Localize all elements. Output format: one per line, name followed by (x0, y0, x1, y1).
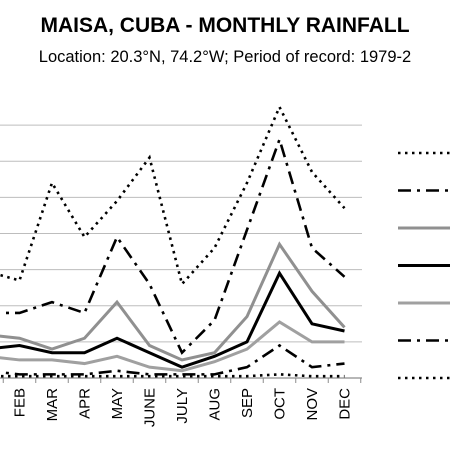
series-line-1 (0, 103, 346, 287)
legend (398, 151, 450, 380)
series-lines (0, 103, 346, 378)
x-tick-label-july: JULY (174, 388, 191, 424)
x-tick-label-june: JUNE (142, 388, 159, 427)
series-line-2 (0, 135, 346, 355)
x-tick-label-apr: APR (77, 388, 94, 419)
x-tick-label-mar: MAR (44, 388, 61, 422)
x-tick-label-oct: OCT (272, 388, 289, 420)
x-tick-label-nov: NOV (304, 388, 321, 421)
chart-subtitle: Location: 20.3°N, 74.2°W; Period of reco… (38, 48, 412, 66)
x-tick-label-feb: FEB (12, 388, 29, 417)
series-line-4 (0, 270, 345, 369)
x-tick-label-sep: SEP (239, 388, 256, 418)
x-axis-tick-labels: FEB MAR APR MAY JUNE JULY AUG SEP OCT NOV DEC (12, 388, 354, 427)
series-line-6 (0, 343, 345, 376)
x-tick-label-dec: DEC (337, 388, 354, 420)
chart-title: MAISA, CUBA - MONTHLY RAINFALL (40, 14, 410, 37)
series-line-3 (0, 241, 346, 362)
series-line-5 (0, 320, 345, 373)
x-tick-label-may: MAY (109, 388, 126, 419)
x-tick-label-aug: AUG (207, 388, 224, 421)
